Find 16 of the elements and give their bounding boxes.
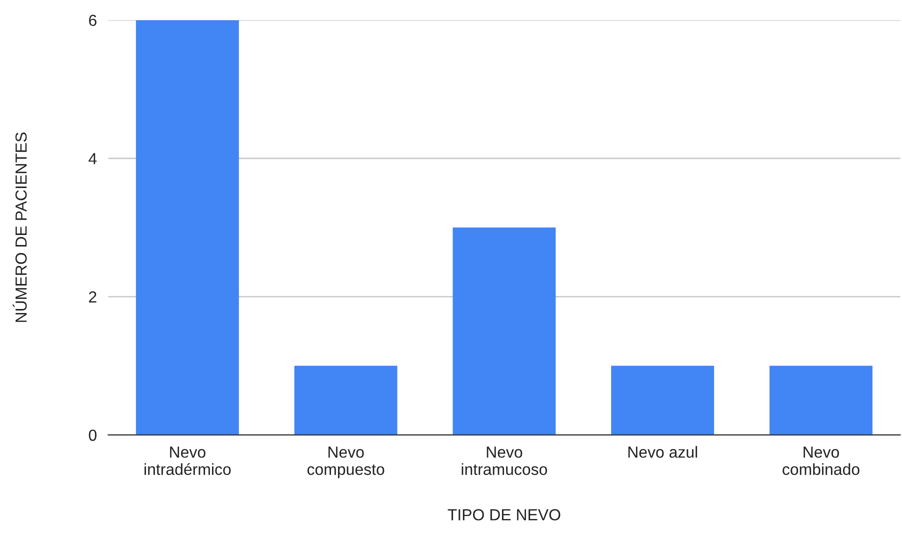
x-tick-label: Nevo intramucoso [462, 446, 548, 475]
y-tick-label: 4 [88, 153, 97, 164]
x-tick-label: Nevo azul [628, 446, 698, 458]
y-tick-label: 0 [88, 430, 97, 441]
x-tick-label: Nevo combinado [782, 446, 860, 475]
x-tick-label: Nevo compuesto [307, 446, 384, 478]
bar [136, 20, 239, 435]
y-axis-title: NÚMERO DE PACIENTES [12, 132, 27, 322]
x-tick-label: Nevo intradérmico [144, 446, 231, 475]
bar [770, 366, 872, 435]
y-tick-label: 2 [89, 291, 96, 302]
bar [611, 366, 714, 435]
bar [294, 366, 398, 435]
bar [452, 228, 556, 435]
x-axis-title: TIPO DE NEVO [448, 509, 560, 520]
y-tick-label: 6 [89, 14, 96, 26]
